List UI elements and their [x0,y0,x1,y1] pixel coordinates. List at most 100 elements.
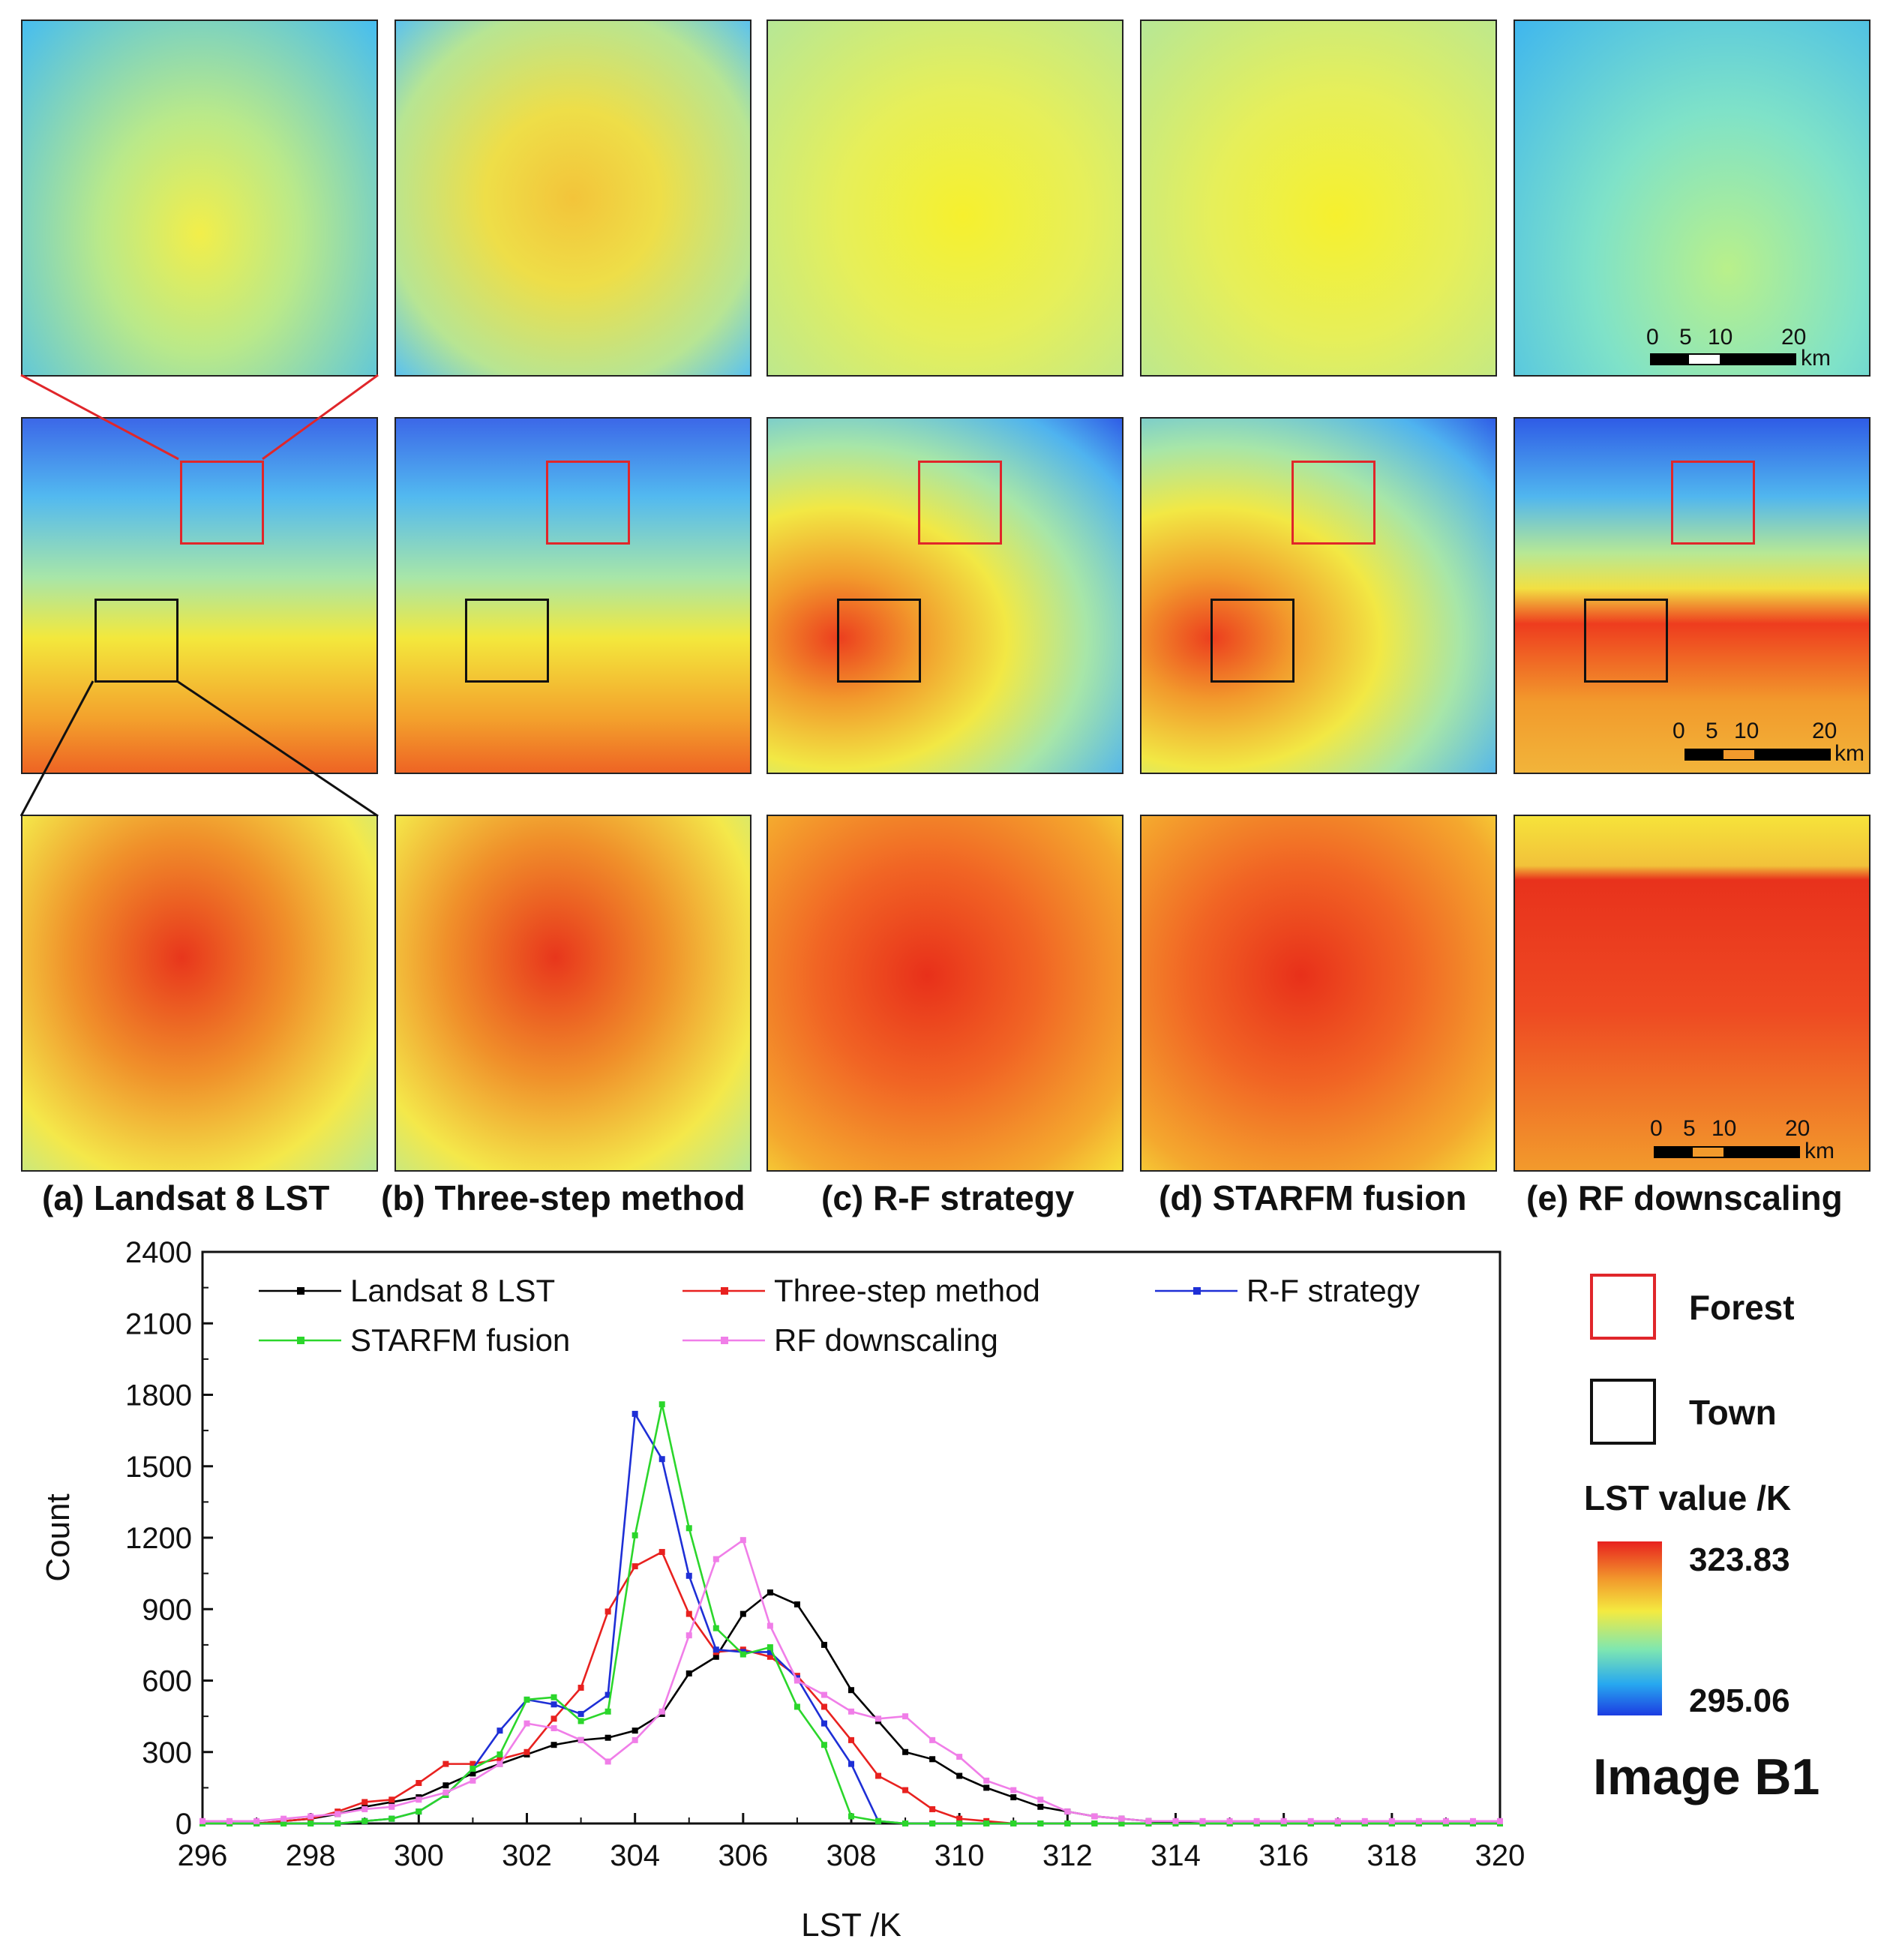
data-point [578,1718,584,1724]
data-point [604,1691,611,1698]
x-tick-label: 320 [1475,1839,1526,1872]
y-tick-label: 2400 [125,1240,192,1269]
caption-d: (d) STARFM fusion [1159,1178,1467,1217]
data-point [712,1653,719,1660]
data-point [496,1751,503,1757]
color-ramp [1598,1541,1662,1715]
data-point [740,1537,746,1544]
x-tick-label: 308 [826,1839,877,1872]
lst-min: 295.06 [1689,1682,1790,1719]
data-point [848,1760,854,1767]
data-point [766,1644,773,1651]
data-point [686,1610,692,1617]
data-point [362,1799,368,1805]
x-tick-label: 310 [934,1839,985,1872]
data-point [712,1625,719,1631]
panel-d-forest-zoom [1140,20,1497,377]
panel-d-full [1140,417,1497,774]
data-point [1172,1817,1179,1824]
town-box [465,599,549,683]
data-point [902,1787,909,1793]
panel-a-forest-zoom [21,20,378,377]
data-point [929,1756,936,1763]
legend-label: Landsat 8 LST [350,1273,555,1308]
forest-box [180,461,264,545]
data-point [1091,1820,1098,1826]
series-line [202,1538,1500,1823]
data-point [956,1815,963,1822]
town-box [94,599,178,683]
scale-unit: km [1804,1139,1834,1163]
x-tick-label: 306 [718,1839,768,1872]
data-point [1037,1803,1044,1810]
lst-legend-title: LST value /K [1584,1478,1792,1517]
panel-a-town-zoom [21,815,378,1172]
data-point [794,1677,800,1684]
data-point [416,1796,422,1803]
x-tick-label: 318 [1366,1839,1417,1872]
data-point [1334,1817,1341,1824]
panel-c-town-zoom [766,815,1124,1172]
data-point [1118,1820,1125,1826]
scale-tick-5: 5 [1706,719,1718,743]
data-point [604,1708,611,1715]
data-point [442,1782,449,1789]
data-point [496,1756,503,1763]
data-point [848,1708,854,1715]
data-point [956,1754,963,1760]
data-point [524,1748,530,1755]
data-point [496,1760,503,1767]
data-point [604,1608,611,1615]
y-tick-label: 2100 [125,1307,192,1340]
panel-e-full: 0 5 10 20 km [1514,417,1870,774]
legend-label: STARFM fusion [350,1322,570,1358]
data-point [766,1649,773,1655]
data-point [766,1653,773,1660]
data-point [794,1703,800,1710]
forest-box [1292,461,1376,545]
panel-d-town-zoom [1140,815,1497,1172]
data-point [1497,1817,1503,1824]
x-tick-label: 304 [610,1839,660,1872]
forest-box [546,461,630,545]
scale-tick-10: 10 [1734,719,1760,743]
data-point [1442,1817,1449,1824]
data-point [1037,1820,1044,1826]
data-point [388,1803,395,1810]
data-point [712,1556,719,1562]
y-tick-label: 1200 [125,1522,192,1555]
scale-tick-20: 20 [1812,719,1838,743]
town-box [1584,599,1668,683]
data-point [550,1742,557,1748]
scale-tick-0: 0 [1646,325,1659,350]
data-point [956,1820,963,1826]
data-point [1064,1808,1071,1815]
data-point [848,1687,854,1694]
data-point [658,1456,665,1463]
legend-label: R-F strategy [1246,1273,1420,1308]
forest-label: Forest [1689,1288,1795,1327]
legend-label: RF downscaling [774,1322,998,1358]
y-tick-label: 300 [142,1736,192,1769]
y-tick-label: 900 [142,1593,192,1626]
data-point [550,1725,557,1731]
data-point [820,1742,827,1748]
x-tick-label: 312 [1042,1839,1093,1872]
data-point [875,1817,882,1824]
data-point [902,1820,909,1826]
scale-tick-20: 20 [1781,325,1807,350]
panel-e-forest-zoom: 0 5 10 20 km [1514,20,1870,377]
data-point [388,1815,395,1822]
x-tick-label: 296 [178,1839,228,1872]
data-point [1091,1813,1098,1820]
forest-swatch [1590,1274,1656,1340]
panel-b-town-zoom [394,815,752,1172]
data-point [1253,1817,1260,1824]
legend-marker [721,1337,728,1344]
scale-tick-10: 10 [1708,325,1733,350]
legend-marker [1193,1287,1201,1295]
caption-b: (b) Three-step method [381,1178,746,1217]
y-tick-label: 1500 [125,1451,192,1484]
series-r-f-strategy [200,1410,1503,1826]
data-point [820,1641,827,1648]
